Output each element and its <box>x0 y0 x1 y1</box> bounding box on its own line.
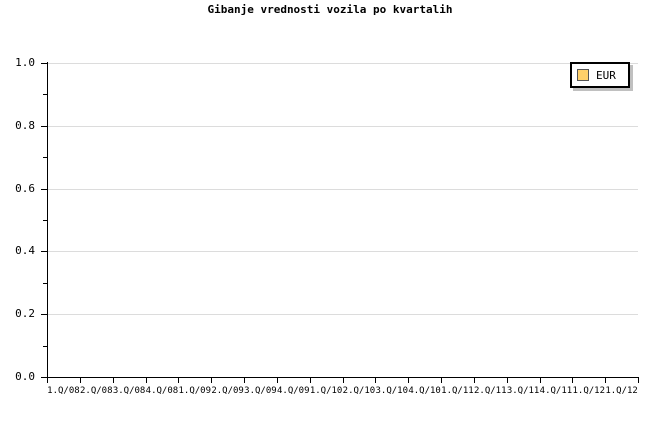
y-axis-minor-tick <box>43 282 47 284</box>
legend-swatch-eur <box>577 69 589 81</box>
x-axis-tick <box>310 377 311 383</box>
y-axis-tick <box>41 377 47 378</box>
x-axis-tick <box>277 377 278 383</box>
x-axis-tick <box>572 377 573 383</box>
x-axis-tick <box>146 377 147 383</box>
x-axis-tick <box>507 377 508 383</box>
gridline <box>47 314 638 316</box>
chart-title: Gibanje vrednosti vozila po kvartalih <box>207 3 453 16</box>
x-axis-tick-label: 1.Q/09 <box>178 386 211 396</box>
y-axis-tick <box>41 63 47 64</box>
x-axis-tick-label: 4.Q/09 <box>276 386 310 396</box>
x-axis-tick-label: 1.Q/10 <box>309 386 343 396</box>
x-axis-tick <box>113 377 114 383</box>
x-axis-tick-label: 2.Q/11 <box>473 386 507 396</box>
y-axis-tick <box>41 188 47 190</box>
y-axis-tick <box>41 125 47 127</box>
chart-legend[interactable]: EUR <box>570 62 630 88</box>
y-axis-minor-tick <box>43 157 47 159</box>
y-axis-minor-tick <box>43 94 47 96</box>
gridline <box>47 125 638 127</box>
x-axis-tick <box>441 377 442 383</box>
x-axis-tick <box>638 377 639 383</box>
x-axis-tick-label: 2.Q/09 <box>211 386 244 396</box>
plot-area <box>47 63 638 377</box>
legend-label-eur: EUR <box>596 68 616 82</box>
x-axis-tick-label: 4.Q/11 <box>539 386 573 396</box>
y-axis-minor-tick <box>43 345 47 347</box>
x-axis-tick <box>80 377 81 383</box>
gridline <box>47 63 638 64</box>
x-axis-tick-label: 1.Q/11 <box>441 386 474 396</box>
x-axis-tick <box>408 377 409 383</box>
y-axis-line <box>47 62 48 378</box>
x-axis-tick-label: 2.Q/10 <box>342 386 376 396</box>
x-axis-tick <box>540 377 541 383</box>
x-axis-tick-label: 3.Q/11 <box>506 386 540 396</box>
x-axis-tick-label: 3.Q/10 <box>375 386 408 396</box>
y-axis-tick <box>41 251 47 253</box>
x-axis-tick-label: 2.Q/08 <box>79 386 113 396</box>
x-axis-tick <box>605 377 606 383</box>
gridline <box>47 188 638 190</box>
x-axis-tick-label: 1.Q/08 <box>47 386 80 396</box>
plot-background <box>47 63 638 377</box>
y-axis-tick <box>41 314 47 316</box>
x-axis-tick <box>474 377 475 383</box>
x-axis-tick-label: 1.Q/12 <box>605 386 638 396</box>
x-axis-tick <box>244 377 245 383</box>
x-axis-tick <box>343 377 344 383</box>
x-axis-tick-label: 3.Q/08 <box>112 386 146 396</box>
y-axis-minor-tick <box>43 220 47 221</box>
x-axis-tick-label: 1.Q/12 <box>572 386 605 396</box>
x-axis-tick-label: 4.Q/10 <box>408 386 441 396</box>
gridline <box>47 251 638 253</box>
x-axis-tick <box>375 377 376 383</box>
x-axis-tick <box>47 377 48 383</box>
x-axis-tick-label: 4.Q/08 <box>145 386 179 396</box>
x-axis-tick-label: 3.Q/09 <box>244 386 277 396</box>
x-axis-tick <box>178 377 179 383</box>
x-axis-tick <box>211 377 212 383</box>
